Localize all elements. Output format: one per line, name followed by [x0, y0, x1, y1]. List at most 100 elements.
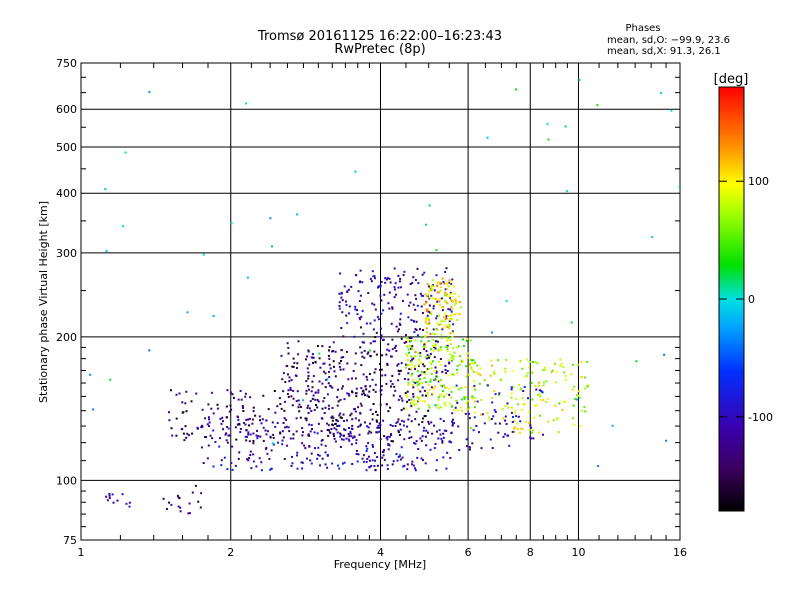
- echo-point: [586, 385, 589, 388]
- echo-point: [402, 407, 405, 410]
- echo-point: [411, 384, 414, 387]
- echo-point: [410, 420, 413, 423]
- echo-point: [220, 459, 223, 462]
- echo-point: [340, 349, 343, 352]
- echo-point: [334, 440, 337, 443]
- echo-point: [232, 396, 235, 399]
- echo-point: [428, 290, 431, 293]
- phase-legend-x: mean, sd,X: 91.3, 26.1: [607, 46, 721, 57]
- echo-point: [493, 409, 496, 412]
- echo-point: [402, 299, 404, 302]
- echo-point: [420, 439, 423, 442]
- echo-point: [324, 463, 327, 466]
- echo-point: [543, 368, 546, 371]
- echo-point: [398, 280, 401, 283]
- echo-point: [324, 444, 327, 447]
- echo-point: [438, 282, 441, 285]
- echo-point: [399, 318, 402, 321]
- echo-point: [584, 410, 587, 413]
- echo-point: [372, 403, 375, 405]
- echo-point: [341, 311, 344, 314]
- echo-point: [338, 362, 341, 365]
- echo-point: [244, 435, 247, 438]
- echo-point: [179, 510, 182, 513]
- echo-point: [332, 433, 335, 436]
- echo-point: [212, 315, 215, 317]
- echo-point: [369, 408, 372, 411]
- echo-point: [430, 311, 433, 314]
- echo-point: [450, 432, 453, 435]
- echo-point: [381, 354, 384, 357]
- echo-point: [439, 346, 442, 349]
- echo-point: [478, 431, 480, 434]
- echo-point: [519, 360, 522, 363]
- echo-point: [206, 423, 209, 426]
- echo-point: [519, 432, 521, 434]
- echo-point: [434, 327, 437, 330]
- echo-point: [181, 401, 184, 404]
- echo-point: [322, 370, 325, 373]
- echo-point: [365, 376, 368, 378]
- echo-point: [330, 428, 333, 430]
- echo-point: [450, 306, 453, 309]
- echo-point: [380, 280, 383, 283]
- echo-point: [389, 406, 392, 409]
- echo-point: [308, 445, 311, 448]
- echo-point: [446, 451, 449, 454]
- echo-point: [431, 288, 434, 291]
- echo-point: [162, 497, 165, 500]
- echo-point: [524, 375, 527, 378]
- echo-point: [461, 398, 463, 401]
- echo-point: [216, 403, 219, 406]
- echo-point: [381, 456, 384, 459]
- echo-point: [177, 505, 180, 508]
- echo-point: [452, 418, 454, 421]
- echo-point: [438, 429, 441, 432]
- echo-point: [360, 404, 363, 407]
- echo-point: [444, 299, 447, 302]
- echo-point: [554, 362, 556, 365]
- echo-point: [355, 274, 357, 277]
- echo-point: [269, 217, 272, 220]
- echo-point: [430, 313, 433, 316]
- echo-point: [391, 307, 394, 310]
- echo-point: [411, 401, 414, 404]
- echo-point: [413, 403, 416, 406]
- chart-title: Tromsø 20161125 16:22:00–16:23:43: [257, 29, 502, 44]
- echo-point: [489, 438, 492, 441]
- echo-point: [292, 433, 295, 436]
- echo-point: [400, 397, 403, 400]
- echo-point: [451, 308, 454, 311]
- echo-point: [494, 411, 497, 413]
- echo-point: [416, 267, 419, 270]
- echo-point: [535, 388, 538, 391]
- echo-point: [583, 406, 586, 408]
- echo-point: [386, 438, 389, 441]
- echo-point: [450, 281, 453, 284]
- echo-point: [225, 405, 228, 408]
- echo-point: [305, 392, 308, 395]
- echo-point: [362, 332, 365, 335]
- echo-point: [420, 362, 423, 364]
- echo-point: [148, 90, 151, 93]
- echo-point: [246, 276, 249, 279]
- echo-point: [312, 362, 314, 364]
- echo-point: [457, 409, 460, 412]
- echo-point: [453, 351, 456, 354]
- echo-point: [386, 277, 389, 280]
- echo-point: [228, 410, 231, 413]
- echo-point: [326, 422, 329, 425]
- echo-point: [399, 458, 402, 461]
- echo-point: [317, 400, 320, 403]
- echo-point: [424, 293, 427, 296]
- echo-point: [386, 348, 389, 351]
- echo-point: [248, 417, 251, 420]
- echo-point: [354, 362, 357, 365]
- echo-point: [431, 279, 434, 282]
- echo-point: [425, 327, 428, 330]
- echo-point: [327, 354, 330, 357]
- echo-point: [346, 322, 349, 325]
- echo-point: [451, 359, 453, 362]
- echo-point: [373, 371, 376, 374]
- echo-point: [425, 444, 428, 447]
